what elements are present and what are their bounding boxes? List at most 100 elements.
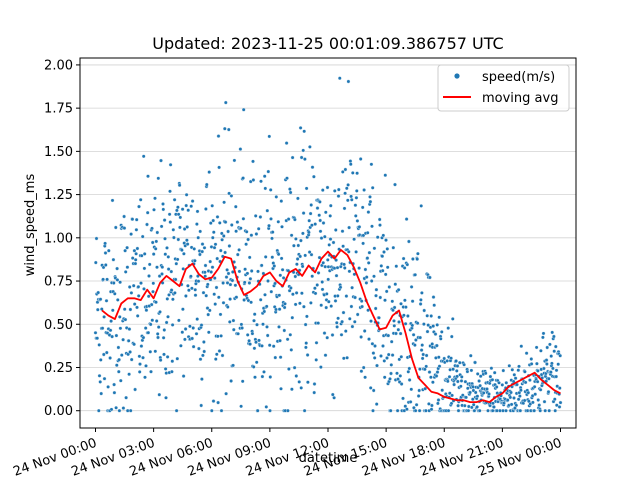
scatter-point — [111, 281, 116, 285]
scatter-point — [415, 321, 420, 326]
scatter-point — [359, 335, 363, 339]
scatter-point — [557, 405, 562, 409]
y-tick-label: 1.75 — [44, 102, 73, 117]
scatter-point — [420, 291, 424, 295]
scatter-point — [323, 264, 328, 269]
scatter-point — [204, 207, 208, 211]
scatter-point — [241, 216, 246, 221]
scatter-point — [308, 145, 312, 149]
scatter-point — [536, 369, 540, 373]
scatter-point — [457, 360, 462, 365]
scatter-point — [354, 195, 359, 200]
scatter-point — [165, 246, 169, 250]
scatter-point — [429, 407, 434, 412]
scatter-point — [193, 258, 197, 263]
scatter-point — [190, 199, 195, 203]
scatter-point — [195, 209, 200, 214]
scatter-point — [181, 307, 185, 312]
scatter-point — [304, 186, 309, 191]
scatter-point — [549, 370, 553, 374]
scatter-point — [229, 379, 233, 383]
scatter-point — [483, 371, 488, 376]
y-tick-label: 0.50 — [44, 318, 73, 333]
scatter-point — [202, 245, 207, 250]
scatter-point — [155, 230, 160, 235]
scatter-point — [328, 237, 333, 241]
y-tick-label: 0.25 — [44, 361, 73, 376]
scatter-point — [313, 286, 317, 291]
scatter-point — [168, 162, 173, 167]
scatter-point — [414, 402, 419, 407]
scatter-point — [174, 408, 179, 413]
scatter-point — [462, 362, 466, 367]
scatter-point — [293, 302, 298, 307]
scatter-point — [166, 314, 170, 319]
scatter-point — [189, 274, 193, 279]
scatter-point — [225, 281, 230, 285]
scatter-point — [294, 374, 299, 378]
scatter-point — [137, 370, 142, 374]
scatter-point — [230, 278, 235, 283]
scatter-point — [323, 353, 328, 358]
scatter-point — [277, 325, 281, 329]
scatter-point — [368, 386, 373, 390]
scatter-point — [173, 291, 177, 295]
scatter-point — [296, 196, 300, 201]
scatter-point — [365, 256, 370, 260]
scatter-point — [455, 364, 460, 368]
scatter-point — [501, 368, 506, 373]
scatter-point — [252, 312, 257, 317]
scatter-point — [124, 395, 128, 400]
scatter-point — [550, 361, 554, 366]
scatter-points — [93, 76, 563, 413]
scatter-point — [554, 368, 559, 373]
scatter-point — [414, 338, 418, 342]
scatter-point — [248, 179, 253, 184]
scatter-point — [128, 307, 133, 312]
scatter-point — [227, 191, 231, 196]
scatter-point — [261, 322, 265, 327]
scatter-point — [319, 303, 324, 308]
scatter-point — [346, 249, 351, 254]
scatter-point — [129, 232, 133, 236]
scatter-point — [303, 322, 308, 327]
scatter-point — [349, 194, 353, 199]
scatter-point — [180, 207, 185, 212]
scatter-point — [473, 390, 478, 395]
scatter-point — [104, 298, 109, 303]
scatter-point — [207, 308, 212, 313]
scatter-point — [144, 308, 149, 313]
scatter-point — [388, 408, 393, 413]
scatter-point — [326, 277, 331, 282]
scatter-point — [383, 272, 388, 277]
scatter-point — [198, 357, 203, 362]
scatter-point — [227, 244, 232, 248]
y-axis-label: wind_speed_ms — [23, 174, 38, 277]
scatter-point — [366, 210, 371, 214]
scatter-point — [370, 185, 375, 190]
scatter-point — [407, 366, 412, 371]
scatter-point — [193, 293, 198, 298]
scatter-point — [98, 358, 103, 362]
scatter-point — [229, 223, 234, 227]
scatter-point — [231, 318, 236, 323]
scatter-point — [532, 384, 537, 389]
scatter-point — [371, 408, 375, 413]
scatter-point — [392, 319, 396, 323]
scatter-point — [271, 344, 276, 349]
scatter-point — [381, 344, 385, 348]
scatter-point — [345, 198, 350, 203]
scatter-point — [158, 358, 163, 362]
scatter-point — [196, 235, 201, 240]
scatter-point — [463, 379, 468, 384]
scatter-point — [234, 295, 239, 300]
scatter-point — [163, 236, 167, 241]
scatter-point — [518, 394, 522, 398]
scatter-point — [336, 316, 340, 321]
scatter-point — [97, 343, 102, 347]
scatter-point — [211, 399, 216, 403]
scatter-point — [236, 331, 240, 336]
scatter-point — [529, 357, 534, 361]
scatter-point — [410, 323, 415, 328]
scatter-point — [150, 226, 154, 231]
